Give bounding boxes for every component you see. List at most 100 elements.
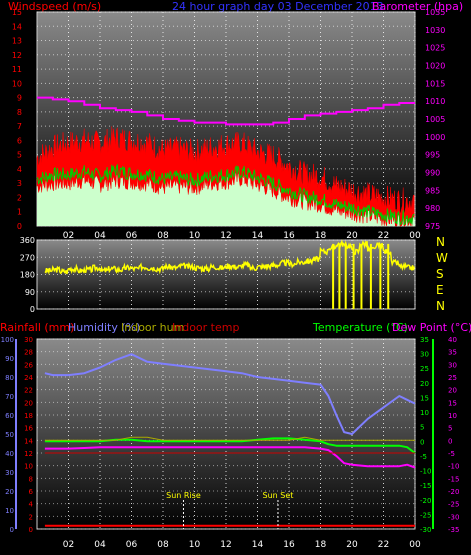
x-tick-label-temp: 20: [346, 540, 358, 550]
y-tick-dewpoint: -15: [448, 475, 459, 483]
y-tick-humidity: 60: [5, 412, 14, 420]
legend-humidity: Humidity (%): [68, 321, 140, 334]
y-tick-humidity: 0: [10, 526, 14, 534]
y-tick-rainfall: 6: [29, 488, 34, 496]
y-tick-barometer: 1025: [425, 44, 445, 53]
y-tick-barometer: 1010: [425, 97, 445, 106]
y-tick-rainfall: 26: [24, 361, 33, 369]
compass-letter: N: [436, 299, 445, 313]
y-tick-barometer: 990: [425, 169, 440, 178]
barometer-line: [37, 96, 415, 126]
y-tick-rainfall: 2: [29, 513, 33, 521]
y-tick-windspeed: 7: [17, 122, 22, 131]
x-tick-label-wind: 08: [157, 231, 169, 241]
y-tick-barometer: 1035: [425, 8, 445, 17]
x-tick-label-temp: 16: [283, 540, 295, 550]
y-tick-dewpoint: -20: [448, 488, 459, 496]
y-tick-barometer: 1030: [425, 26, 445, 35]
x-tick-label-wind: 16: [283, 231, 295, 241]
y-tick-dewpoint: 15: [448, 399, 457, 407]
compass-letter: W: [436, 251, 448, 265]
x-tick-label-wind: 14: [252, 231, 264, 241]
compass-letter: S: [436, 267, 444, 281]
y-tick-temperature: 20: [420, 380, 429, 388]
sun-marker-label: Sun Rise: [166, 491, 201, 500]
x-tick-label-wind: 22: [378, 231, 389, 241]
y-tick-rainfall: 30: [24, 336, 33, 344]
x-tick-label-temp: 02: [63, 540, 74, 550]
wind-average-line: [36, 163, 415, 226]
y-tick-dewpoint: 10: [448, 412, 457, 420]
y-tick-barometer: 985: [425, 186, 440, 195]
x-tick-label-temp: 06: [126, 540, 138, 550]
y-tick-windspeed: 9: [17, 94, 22, 103]
y-tick-temperature: 25: [420, 365, 429, 373]
y-tick-humidity: 50: [5, 431, 14, 439]
x-tick-label-wind: 10: [189, 231, 201, 241]
y-tick-humidity: 70: [5, 393, 14, 401]
y-tick-humidity: 80: [5, 374, 14, 382]
y-tick-barometer: 1000: [425, 133, 445, 142]
y-tick-temperature: 0: [420, 438, 424, 446]
x-tick-label-temp: 10: [189, 540, 201, 550]
x-tick-label-temp: 12: [220, 540, 231, 550]
y-tick-dewpoint: 20: [448, 387, 457, 395]
x-tick-label-wind: 04: [94, 231, 106, 241]
y-tick-rainfall: 20: [24, 399, 33, 407]
y-tick-dewpoint: -10: [448, 463, 459, 471]
y-tick-direction: 90: [25, 288, 35, 297]
x-tick-label-wind: 20: [346, 231, 358, 241]
y-tick-temperature: 35: [420, 336, 429, 344]
x-tick-label-wind: 18: [315, 231, 327, 241]
y-tick-direction: 0: [30, 305, 35, 314]
x-tick-label-temp: 08: [157, 540, 169, 550]
y-tick-windspeed: 5: [17, 151, 22, 160]
y-tick-temperature: -10: [420, 468, 431, 476]
y-tick-barometer: 1020: [425, 62, 445, 71]
wind-fill-area: [37, 171, 415, 226]
y-tick-rainfall: 12: [24, 450, 33, 458]
y-tick-rainfall: 8: [29, 475, 33, 483]
y-tick-temperature: -20: [420, 497, 431, 505]
y-tick-temperature: -25: [420, 511, 431, 519]
x-tick-label-temp: 14: [252, 540, 264, 550]
y-tick-barometer: 975: [425, 222, 440, 231]
y-tick-temperature: -30: [420, 526, 431, 534]
sun-marker-label: Sun Set: [263, 491, 294, 500]
y-tick-rainfall: 28: [24, 349, 33, 357]
y-tick-dewpoint: -25: [448, 501, 459, 509]
y-tick-dewpoint: -35: [448, 526, 459, 534]
y-tick-rainfall: 10: [24, 463, 33, 471]
y-tick-rainfall: 24: [24, 374, 33, 382]
y-tick-temperature: -15: [420, 482, 431, 490]
y-tick-temperature: 10: [420, 409, 429, 417]
chart-title: 24 hour graph day 03 December 2013: [172, 0, 384, 13]
y-tick-windspeed: 13: [12, 37, 22, 46]
y-tick-humidity: 100: [1, 336, 14, 344]
y-tick-rainfall: 22: [24, 387, 33, 395]
y-tick-windspeed: 15: [12, 8, 22, 17]
compass-letter: N: [436, 235, 445, 249]
y-tick-rainfall: 0: [29, 526, 33, 534]
y-tick-windspeed: 2: [17, 193, 22, 202]
barometer-label: Barometer (hpa): [372, 0, 463, 13]
legend-indoor-hum: Indoor hum: [121, 321, 184, 334]
x-tick-label-wind: 00: [409, 231, 421, 241]
y-tick-dewpoint: 40: [448, 336, 457, 344]
y-tick-dewpoint: 30: [448, 361, 457, 369]
y-tick-direction: 180: [20, 271, 35, 280]
x-tick-label-temp: 00: [409, 540, 421, 550]
legend-dewpoint: Dew Point (°C): [392, 321, 471, 334]
y-tick-humidity: 10: [5, 507, 14, 515]
y-tick-rainfall: 4: [29, 501, 34, 509]
legend-indoor-temp: Indoor temp: [172, 321, 239, 334]
y-tick-humidity: 40: [5, 450, 14, 458]
y-tick-barometer: 995: [425, 151, 440, 160]
y-tick-humidity: 90: [5, 355, 14, 363]
compass-letter: E: [436, 283, 444, 297]
y-tick-windspeed: 10: [12, 79, 22, 88]
y-tick-dewpoint: 25: [448, 374, 457, 382]
y-tick-barometer: 1015: [425, 79, 445, 88]
y-tick-rainfall: 16: [24, 425, 33, 433]
